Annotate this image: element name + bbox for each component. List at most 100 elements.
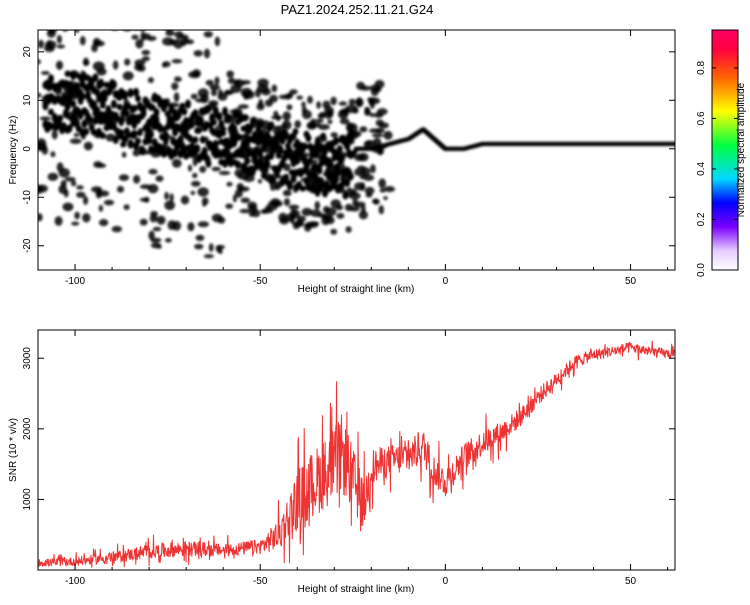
spectrogram-cell: [237, 173, 249, 180]
y-tick-label: 3000: [22, 347, 33, 370]
spectrogram-cell: [192, 172, 198, 179]
colorbar-tick-label: 0.8: [696, 61, 707, 75]
spectrogram-cell: [170, 136, 177, 146]
spectrogram-cell: [188, 121, 195, 129]
spectrogram-x-axis-label: Height of straight line (km): [298, 284, 415, 295]
spectrogram-cell: [99, 100, 106, 109]
spectrogram-cell: [296, 95, 304, 100]
spectrogram-cell: [131, 129, 138, 140]
spectrogram-cell: [194, 243, 204, 250]
spectrogram-cell: [203, 31, 213, 38]
spectrogram-cell: [98, 219, 109, 227]
spectrogram-cell: [74, 20, 86, 25]
spectrogram-cell: [187, 222, 195, 232]
spectrogram-cell: [305, 182, 312, 192]
spectrogram-cell: [201, 197, 209, 206]
spectrogram-cell: [74, 3, 86, 13]
spectrogram-cell: [116, 103, 123, 111]
spectrogram-cell: [112, 60, 119, 70]
spectrogram-cell: [338, 101, 348, 106]
spectrogram-cell: [44, 44, 55, 53]
spectrogram-cell: [73, 133, 80, 137]
spectrogram-cell: [146, 35, 157, 42]
spectrogram-cell: [194, 144, 201, 153]
spectrogram-cell: [294, 120, 302, 129]
spectrogram-cell: [195, 234, 205, 241]
spectrogram-cell: [301, 142, 308, 151]
spectrogram-cell: [174, 31, 184, 39]
spectrogram-cell: [116, 185, 125, 193]
spectrogram-cell: [179, 102, 186, 110]
spectrogram-cell: [271, 84, 278, 93]
spectrogram-cell: [342, 191, 349, 200]
spectrogram-cell: [181, 107, 188, 116]
spectrogram-cell: [335, 168, 341, 177]
spectrogram-cell: [360, 85, 371, 91]
spectrogram-cell: [125, 2, 131, 11]
spectrogram-cell: [286, 104, 293, 111]
spectrogram-cell: [283, 173, 290, 181]
spectrogram-cell: [112, 30, 118, 31]
spectrogram-cell: [193, 50, 203, 57]
spectrogram-cell: [360, 205, 366, 214]
spectrogram-cell: [48, 108, 54, 116]
spectrogram-cell: [232, 194, 237, 203]
spectrogram-cell: [239, 208, 251, 214]
spectrogram-cell: [210, 119, 217, 126]
spectrogram-cell: [150, 237, 162, 243]
spectrogram-cell: [38, 92, 42, 98]
spectrogram-cell: [335, 204, 344, 211]
spectrogram-cell: [56, 34, 63, 44]
spectrogram-cell: [212, 139, 219, 149]
spectrogram-cell: [307, 95, 313, 104]
spectrogram-x-ticks: -100 -50 0 50: [37, 30, 669, 287]
spectrogram-cell: [348, 192, 361, 200]
spectrogram-cell: [215, 244, 225, 250]
spectrogram-cell: [371, 133, 384, 138]
spectrogram-cell: [299, 185, 306, 192]
spectrogram-cell: [188, 71, 200, 79]
spectrogram-cell: [94, 11, 104, 17]
spectrogram-cell: [336, 145, 343, 153]
spectrogram-cell: [86, 115, 93, 123]
snr-x-ticks: -100 -50 0 50: [37, 330, 669, 587]
spectrogram-cell: [55, 60, 64, 70]
spectrogram-cell: [107, 115, 114, 123]
spectrogram-cell: [107, 0, 113, 3]
spectrogram-cell: [63, 189, 69, 198]
spectrogram-cell: [279, 136, 286, 145]
x-tick-label: -50: [253, 576, 268, 587]
spectrogram-cell: [218, 89, 223, 98]
spectrogram-cell: [92, 73, 99, 82]
spectrogram-cell: [379, 188, 386, 193]
spectrogram-cell: [354, 153, 366, 162]
spectrogram-cell: [118, 116, 125, 127]
spectrogram-cell: [171, 82, 179, 91]
snr-y-ticks: 1000 2000 3000: [22, 347, 675, 511]
spectrogram-cell: [164, 191, 170, 200]
spectrogram-cell: [225, 113, 232, 123]
colorbar-tick-label: 0.4: [696, 162, 707, 176]
spectrogram-cell: [271, 115, 283, 120]
spectrogram-cell: [372, 137, 382, 147]
spectrogram-cell: [286, 213, 294, 222]
spectrogram-cell: [66, 124, 73, 133]
spectrogram-cell: [273, 110, 279, 117]
spectrogram-cell: [74, 10, 83, 20]
spectrogram-cell: [377, 108, 388, 116]
spectrogram-cell: [100, 0, 108, 8]
spectrogram-cell: [321, 215, 330, 226]
spectrogram-cell: [364, 186, 375, 195]
spectrogram-cell: [333, 174, 340, 184]
y-tick-label: 20: [22, 46, 33, 58]
spectrogram-cell: [197, 221, 210, 228]
spectrogram-cell: [141, 56, 150, 62]
spectrogram-cell: [292, 209, 301, 219]
spectrogram-cell: [62, 108, 69, 119]
spectrogram-cell: [135, 137, 141, 145]
spectrogram-cell: [150, 242, 161, 249]
spectrogram-cell: [318, 124, 330, 130]
spectrogram-cell: [121, 151, 127, 158]
snr-panel: -100 -50 0 50 1000 2000 3000 Height of straig…: [8, 329, 676, 595]
spectrogram-cell: [103, 199, 115, 206]
